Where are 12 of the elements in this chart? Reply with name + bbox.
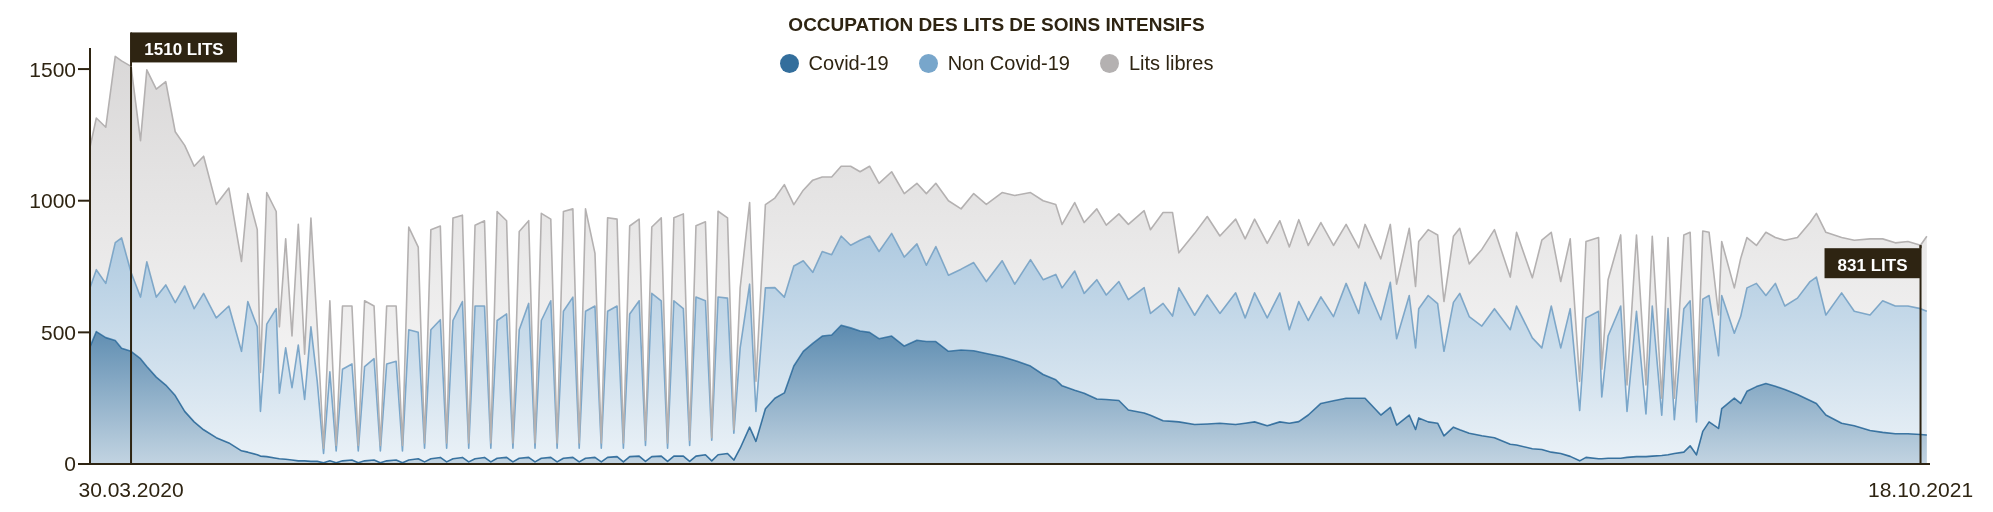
y-tick-label: 0 [64,452,76,476]
legend-label: Non Covid-19 [947,52,1070,75]
annotation: 1510 LITS [144,40,224,60]
y-tick-label: 1000 [29,189,76,213]
annotation: 831 LITS [1837,256,1908,276]
y-tick-label: 1500 [29,57,76,81]
chart-title: OCCUPATION DES LITS DE SOINS INTENSIFS [787,14,1206,36]
legend-label: Lits libres [1128,52,1214,75]
legend-label: Covid-19 [808,52,889,75]
y-tick-label: 500 [40,320,76,344]
x-tick-label: 30.03.2020 [78,477,184,501]
x-tick-label: 18.10.2021 [1867,477,1974,501]
